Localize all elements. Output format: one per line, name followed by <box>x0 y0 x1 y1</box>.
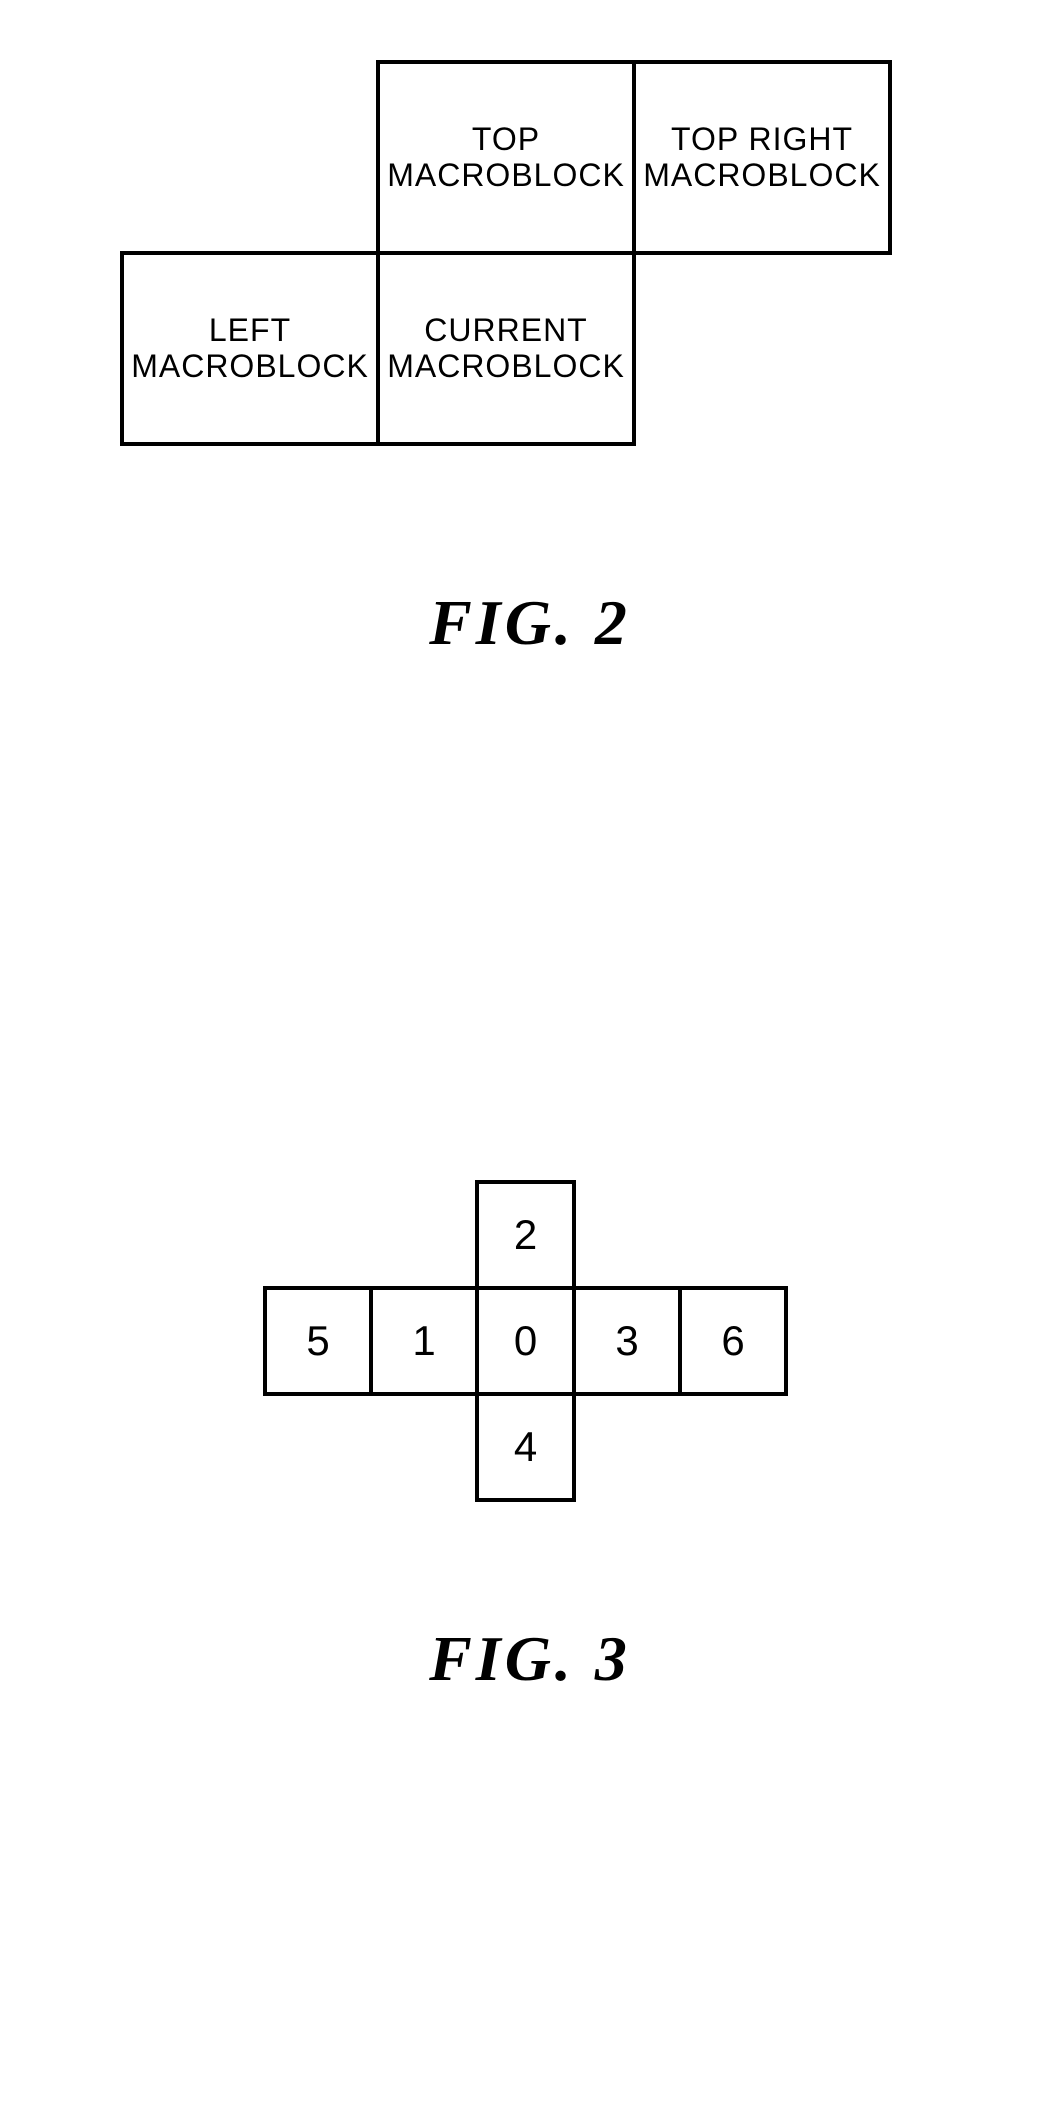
macroblock-topright: TOP RIGHT MACROBLOCK <box>632 60 892 255</box>
macroblock-left: LEFT MACROBLOCK <box>120 251 380 446</box>
macroblock-label: TOP MACROBLOCK <box>387 122 625 192</box>
fig2-grid: TOP MACROBLOCK TOP RIGHT MACROBLOCK LEFT M… <box>120 60 892 446</box>
numcell-2: 2 <box>475 1180 576 1290</box>
numcell-1: 1 <box>369 1286 479 1396</box>
macroblock-label: TOP RIGHT MACROBLOCK <box>643 122 881 192</box>
numcell-5: 5 <box>263 1286 373 1396</box>
fig3-caption: FIG. 3 <box>0 1622 1060 1696</box>
macroblock-current: CURRENT MACROBLOCK <box>376 251 636 446</box>
fig2-caption: FIG. 2 <box>0 586 1060 660</box>
macroblock-label: CURRENT MACROBLOCK <box>387 313 625 383</box>
numcell-3: 3 <box>572 1286 682 1396</box>
numcell-label: 3 <box>615 1317 638 1365</box>
numcell-6: 6 <box>678 1286 788 1396</box>
numcell-label: 1 <box>412 1317 435 1365</box>
macroblock-label: LEFT MACROBLOCK <box>131 313 369 383</box>
numcell-4: 4 <box>475 1392 576 1502</box>
macroblock-top: TOP MACROBLOCK <box>376 60 636 255</box>
numcell-0: 0 <box>475 1286 576 1396</box>
fig3-grid: 0 1 2 3 4 5 6 <box>263 1180 797 1502</box>
numcell-label: 0 <box>514 1317 537 1365</box>
numcell-label: 5 <box>306 1317 329 1365</box>
numcell-label: 4 <box>514 1423 537 1471</box>
numcell-label: 6 <box>721 1317 744 1365</box>
numcell-label: 2 <box>514 1211 537 1259</box>
